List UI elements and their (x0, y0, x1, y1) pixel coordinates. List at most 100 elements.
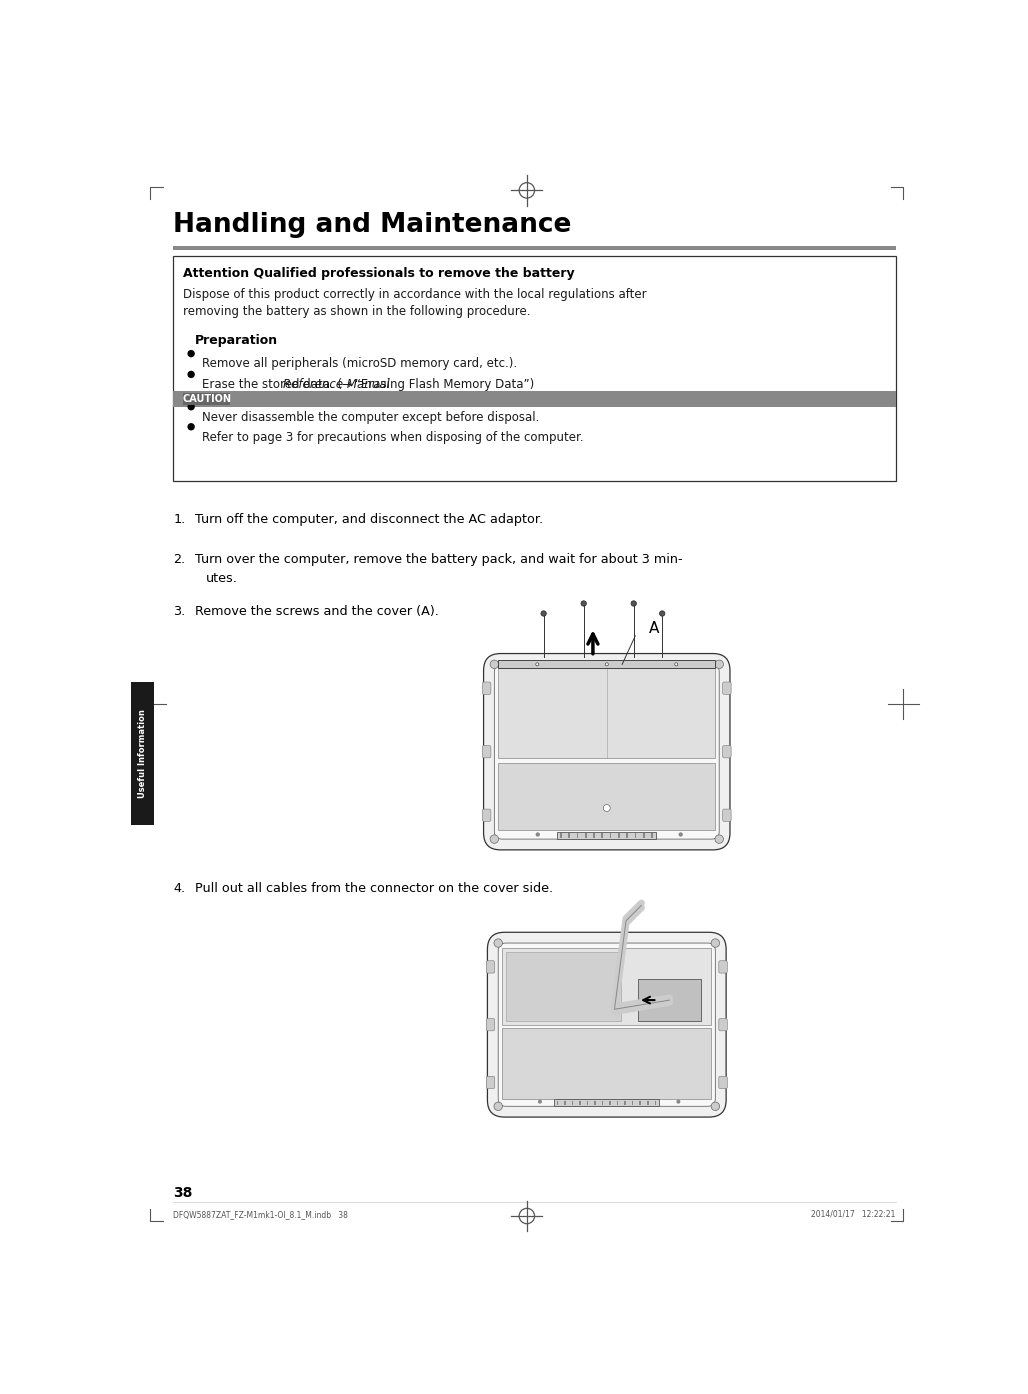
Bar (632, 1100, 633, 1105)
Circle shape (494, 938, 503, 948)
Text: Remove the screws and the cover (A).: Remove the screws and the cover (A). (195, 605, 439, 619)
Circle shape (678, 832, 683, 836)
Circle shape (603, 804, 611, 811)
Text: Turn over the computer, remove the battery pack, and wait for about 3 min-: Turn over the computer, remove the batte… (195, 553, 683, 566)
Text: Attention Qualified professionals to remove the battery: Attention Qualified professionals to rem… (183, 268, 575, 280)
Text: Preparation: Preparation (195, 335, 278, 347)
Bar (554, 1100, 659, 1107)
Circle shape (538, 1100, 542, 1104)
Bar (594, 1100, 596, 1105)
Bar (655, 1100, 656, 1105)
Bar (174, 245, 895, 251)
Bar (499, 763, 715, 829)
Bar (174, 473, 895, 475)
Bar (499, 668, 715, 758)
Bar (183, 335, 190, 342)
Bar (638, 979, 701, 1022)
Bar (651, 834, 653, 838)
Bar (560, 834, 561, 838)
Circle shape (660, 611, 665, 616)
Bar (634, 834, 636, 838)
Bar (557, 832, 656, 839)
Circle shape (187, 422, 195, 431)
Text: Erase the stored data. (→: Erase the stored data. (→ (201, 378, 360, 392)
Text: 2.: 2. (174, 553, 185, 566)
Bar (568, 834, 570, 838)
Bar (626, 834, 628, 838)
Circle shape (711, 938, 720, 948)
Text: 1.: 1. (174, 513, 186, 526)
Circle shape (581, 601, 586, 606)
Circle shape (714, 835, 724, 843)
Bar (593, 834, 595, 838)
Text: Handling and Maintenance: Handling and Maintenance (174, 212, 572, 238)
Bar (506, 952, 621, 1022)
Bar (601, 1100, 603, 1105)
Circle shape (187, 403, 195, 410)
Text: removing the battery as shown in the following procedure.: removing the battery as shown in the fol… (183, 305, 530, 318)
FancyBboxPatch shape (723, 746, 731, 758)
Text: Refer to page 3 for precautions when disposing of the computer.: Refer to page 3 for precautions when dis… (201, 431, 584, 443)
Circle shape (187, 371, 195, 378)
Circle shape (541, 611, 546, 616)
Bar (585, 834, 587, 838)
Bar (183, 393, 229, 406)
Circle shape (714, 661, 724, 669)
Circle shape (536, 662, 539, 666)
FancyBboxPatch shape (486, 1076, 494, 1089)
Bar (601, 834, 603, 838)
Text: Reference Manual: Reference Manual (283, 378, 390, 392)
FancyBboxPatch shape (723, 809, 731, 821)
Text: 3.: 3. (174, 605, 186, 619)
Bar (132, 683, 154, 825)
Bar (564, 1100, 565, 1105)
Text: A: A (649, 620, 660, 636)
Text: 4.: 4. (174, 882, 185, 895)
FancyBboxPatch shape (482, 809, 491, 821)
Circle shape (711, 1103, 720, 1111)
Bar (624, 1100, 626, 1105)
Bar (577, 834, 578, 838)
FancyBboxPatch shape (499, 944, 715, 1107)
Circle shape (674, 662, 677, 666)
Text: Pull out all cables from the connector on the cover side.: Pull out all cables from the connector o… (195, 882, 553, 895)
Bar (174, 256, 895, 481)
Bar (610, 834, 612, 838)
Bar (642, 834, 645, 838)
Bar (572, 1100, 574, 1105)
FancyBboxPatch shape (494, 665, 720, 839)
FancyBboxPatch shape (487, 933, 726, 1117)
Circle shape (494, 1103, 503, 1111)
Circle shape (536, 832, 540, 836)
Bar (618, 834, 620, 838)
Text: “Erasing Flash Memory Data”): “Erasing Flash Memory Data”) (351, 378, 534, 392)
FancyBboxPatch shape (486, 1019, 494, 1030)
Text: Useful Information: Useful Information (138, 710, 147, 799)
Circle shape (490, 835, 499, 843)
Text: Never disassemble the computer except before disposal.: Never disassemble the computer except be… (201, 411, 540, 424)
FancyBboxPatch shape (486, 960, 494, 973)
Text: Dispose of this product correctly in accordance with the local regulations after: Dispose of this product correctly in acc… (183, 289, 647, 301)
Text: 38: 38 (174, 1186, 193, 1200)
FancyBboxPatch shape (719, 1076, 727, 1089)
FancyBboxPatch shape (482, 682, 491, 694)
Text: Turn off the computer, and disconnect the AC adaptor.: Turn off the computer, and disconnect th… (195, 513, 543, 526)
Text: 2014/01/17   12:22:21: 2014/01/17 12:22:21 (811, 1210, 895, 1218)
Bar (610, 1100, 611, 1105)
Bar (502, 948, 711, 1026)
Text: CAUTION: CAUTION (182, 395, 231, 404)
Text: DFQW5887ZAT_FZ-M1mk1-OI_8.1_M.indb   38: DFQW5887ZAT_FZ-M1mk1-OI_8.1_M.indb 38 (174, 1210, 348, 1218)
Bar (499, 661, 715, 668)
Circle shape (676, 1100, 681, 1104)
Circle shape (631, 601, 636, 606)
Circle shape (605, 662, 609, 666)
Text: Remove all peripherals (microSD memory card, etc.).: Remove all peripherals (microSD memory c… (201, 357, 517, 371)
Bar (579, 1100, 581, 1105)
Circle shape (187, 350, 195, 357)
Bar (174, 392, 895, 407)
Bar (556, 1100, 558, 1105)
Bar (502, 1029, 711, 1098)
Bar (587, 1100, 588, 1105)
FancyBboxPatch shape (719, 960, 727, 973)
FancyBboxPatch shape (723, 682, 731, 694)
